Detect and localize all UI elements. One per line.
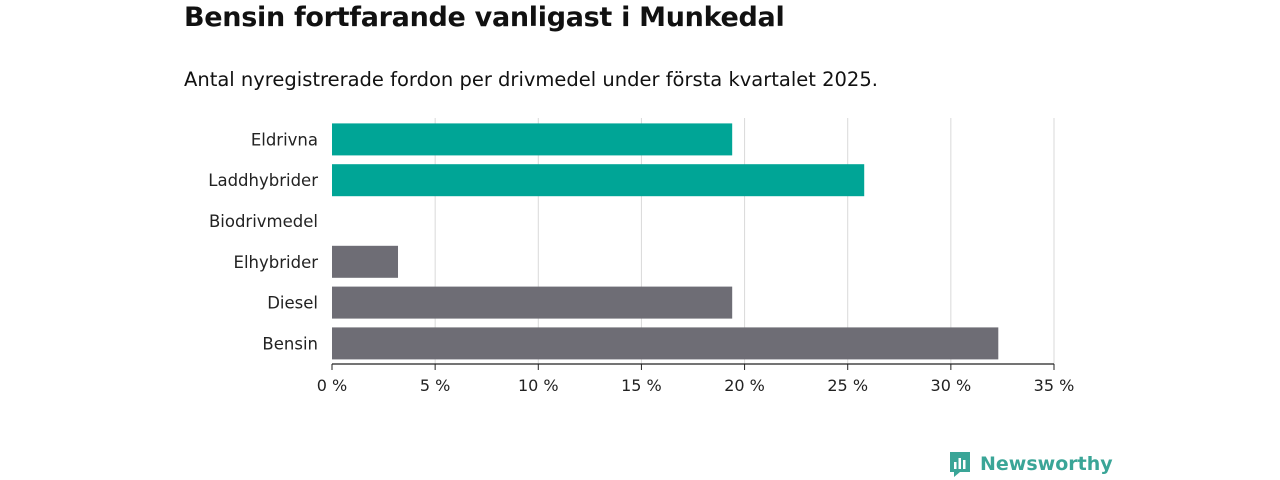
x-tick-label: 0 % (317, 376, 347, 395)
category-label: Eldrivna (251, 130, 318, 149)
brand-logo: Newsworthy (948, 450, 1113, 478)
category-label: Bensin (262, 334, 318, 353)
x-tick-label: 30 % (931, 376, 972, 395)
chart-title: Bensin fortfarande vanligast i Munkedal (184, 2, 785, 33)
category-labels: Eldrivna Laddhybrider Biodrivmedel Elhybrid… (208, 130, 318, 353)
bar (332, 286, 733, 319)
bar (332, 123, 733, 156)
category-label: Diesel (267, 294, 318, 313)
category-label: Elhybrider (234, 253, 319, 272)
brand-name: Newsworthy (980, 453, 1113, 475)
bar-chart: Eldrivna Laddhybrider Biodrivmedel Elhybrid… (208, 118, 1075, 395)
x-tick-label: 35 % (1034, 376, 1075, 395)
x-tick-label: 15 % (621, 376, 662, 395)
x-axis: 0 % 5 % 10 % 15 % 20 % 25 % 30 % 35 % (317, 363, 1075, 395)
bar (332, 164, 865, 197)
bar (332, 245, 399, 278)
category-label: Laddhybrider (208, 171, 318, 190)
x-tick-label: 10 % (518, 376, 559, 395)
newsworthy-logo-icon (950, 452, 970, 477)
x-tick-label: 5 % (420, 376, 450, 395)
bar (332, 327, 999, 360)
x-tick-label: 20 % (724, 376, 765, 395)
x-tick-label: 25 % (827, 376, 868, 395)
chart-subtitle: Antal nyregistrerade fordon per drivmede… (184, 68, 878, 91)
grid-lines (434, 118, 1055, 364)
bars (332, 123, 999, 360)
category-label: Biodrivmedel (209, 212, 318, 231)
